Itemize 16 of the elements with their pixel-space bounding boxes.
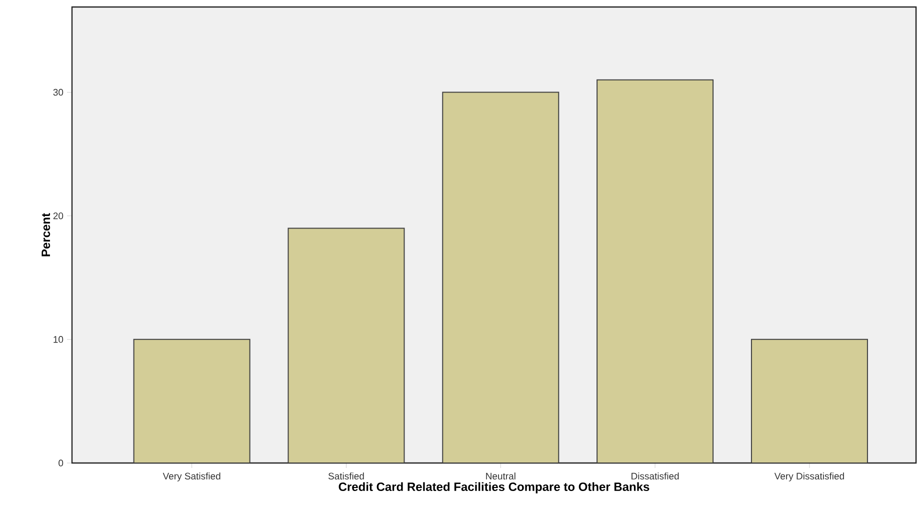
y-tick-label: 20 (53, 212, 64, 220)
x-tick-label: Dissatisfied (632, 472, 679, 480)
bar (134, 339, 250, 463)
x-axis-title: Credit Card Related Facilities Compare to Other Banks (338, 482, 650, 494)
y-tick-label: 10 (54, 336, 64, 343)
y-tick-label: 0 (58, 460, 64, 466)
bar (288, 228, 405, 463)
bar (442, 92, 560, 463)
bar (750, 338, 868, 463)
x-tick-label: Neutral (486, 472, 516, 480)
x-tick-label: Very Satisfied (162, 472, 220, 482)
y-axis-title: Percent (42, 213, 50, 256)
x-tick-label: Very Dissatisfied (774, 472, 844, 482)
y-tick-label: 30 (53, 88, 64, 96)
bar (596, 79, 714, 463)
x-tick-label: Satisfied (328, 472, 364, 480)
